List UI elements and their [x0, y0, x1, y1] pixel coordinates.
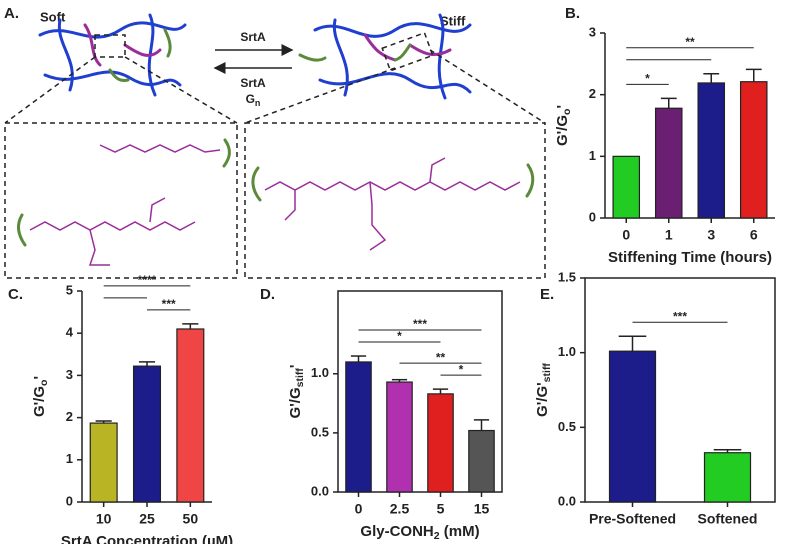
x-tick-label: 2.5 — [390, 501, 410, 517]
bar — [703, 452, 752, 503]
y-tick-label: 0.5 — [311, 424, 329, 439]
y-axis-label-main: G'/G — [287, 387, 304, 418]
significance-label: **** — [138, 273, 157, 287]
bar — [132, 365, 162, 503]
significance-label: ** — [685, 35, 695, 49]
y-axis-label-end: ' — [31, 376, 48, 380]
panel-label: B. — [565, 5, 580, 22]
y-axis-label-sub: o — [561, 109, 573, 115]
x-tick-label: Pre-Softened — [589, 511, 676, 527]
y-tick-label: 0.0 — [311, 483, 329, 498]
y-axis-label-main: G'/G — [554, 115, 571, 146]
forward-label: SrtA — [240, 30, 266, 44]
x-tick-label: 50 — [183, 511, 199, 527]
y-tick-label: 4 — [66, 325, 74, 340]
agent-sub: n — [255, 98, 261, 108]
y-tick-label: 1 — [66, 451, 73, 466]
x-axis-label: SrtA Concentration (µM) — [61, 533, 233, 544]
x-tick-label: 1 — [665, 227, 673, 243]
soft-network — [38, 13, 187, 97]
significance-label: * — [459, 362, 464, 376]
reverse-agent: Gn — [246, 92, 261, 108]
y-axis-label-main: G'/G' — [534, 382, 551, 417]
significance-label: *** — [413, 317, 427, 331]
x-tick-label: 10 — [96, 511, 112, 527]
agent-main: G — [246, 92, 255, 106]
panel-label: C. — [8, 286, 23, 303]
y-tick-label: 0 — [66, 493, 73, 508]
y-axis-label-sub: o — [38, 380, 50, 386]
bar — [176, 328, 205, 503]
x-axis-label-end: (mM) — [440, 523, 480, 540]
y-axis-label-sub: stiff — [541, 363, 553, 383]
x-axis-label: Gly-CONH2 (mM) — [360, 523, 479, 542]
bar — [608, 350, 657, 503]
significance-label: *** — [162, 297, 176, 311]
x-tick-label: 0 — [355, 501, 363, 517]
y-tick-label: 1.5 — [558, 269, 576, 284]
significance-label: *** — [673, 309, 687, 323]
y-axis-label-main: G'/G — [31, 386, 48, 417]
panel-label: A. — [4, 5, 19, 22]
bar — [427, 393, 454, 493]
y-tick-label: 1.0 — [558, 344, 576, 359]
y-axis-label-sub: stiff — [294, 368, 306, 388]
structure-soft — [16, 138, 231, 266]
panel-label: D. — [260, 286, 275, 303]
reverse-label: SrtA — [240, 76, 266, 90]
y-axis-label-end: ' — [287, 365, 304, 369]
bar — [612, 155, 641, 219]
y-tick-label: 0.5 — [558, 419, 576, 434]
y-tick-label: 1.0 — [311, 365, 329, 380]
x-tick-label: 3 — [707, 227, 715, 243]
x-axis-label-sub: 2 — [434, 530, 440, 542]
bar — [89, 422, 118, 503]
y-axis-label: G'/Gstiff' — [287, 365, 306, 419]
x-tick-label: 6 — [750, 227, 758, 243]
y-tick-label: 5 — [66, 282, 73, 297]
y-tick-label: 2 — [66, 409, 73, 424]
soft-label: Soft — [40, 9, 66, 24]
bar — [345, 361, 372, 493]
y-tick-label: 1 — [589, 148, 596, 163]
x-tick-label: Softened — [698, 511, 758, 527]
y-tick-label: 0.0 — [558, 493, 576, 508]
stiff-network — [298, 13, 472, 100]
x-tick-label: 15 — [474, 501, 490, 517]
bar — [697, 82, 726, 219]
significance-label: * — [645, 72, 650, 86]
bar — [386, 381, 413, 493]
x-tick-label: 5 — [437, 501, 445, 517]
y-axis-label: G'/G'stiff — [534, 363, 553, 417]
y-axis-label-end: ' — [554, 105, 571, 109]
axes-frame — [584, 277, 776, 503]
significance-label: ** — [436, 350, 446, 364]
panel-label: E. — [540, 286, 554, 303]
x-axis-label-main: Gly-CONH — [360, 523, 433, 540]
y-tick-label: 2 — [589, 86, 596, 101]
y-tick-label: 3 — [589, 24, 596, 39]
bar — [468, 429, 495, 493]
stiff-label: Stiff — [440, 13, 466, 28]
x-tick-label: 25 — [139, 511, 155, 527]
x-tick-label: 0 — [622, 227, 630, 243]
bar — [654, 107, 683, 219]
x-axis-label: Stiffening Time (hours) — [608, 249, 772, 266]
y-axis-label: G'/Go' — [554, 105, 573, 146]
structure-stiff — [251, 157, 535, 251]
panel-a: A. Soft Stiff SrtA SrtA — [4, 5, 546, 279]
bar — [739, 81, 768, 219]
axes-frame — [337, 290, 503, 493]
y-axis-label: G'/Go' — [31, 376, 50, 417]
significance-label: * — [397, 329, 402, 343]
y-tick-label: 3 — [66, 367, 73, 382]
y-tick-label: 0 — [589, 209, 596, 224]
